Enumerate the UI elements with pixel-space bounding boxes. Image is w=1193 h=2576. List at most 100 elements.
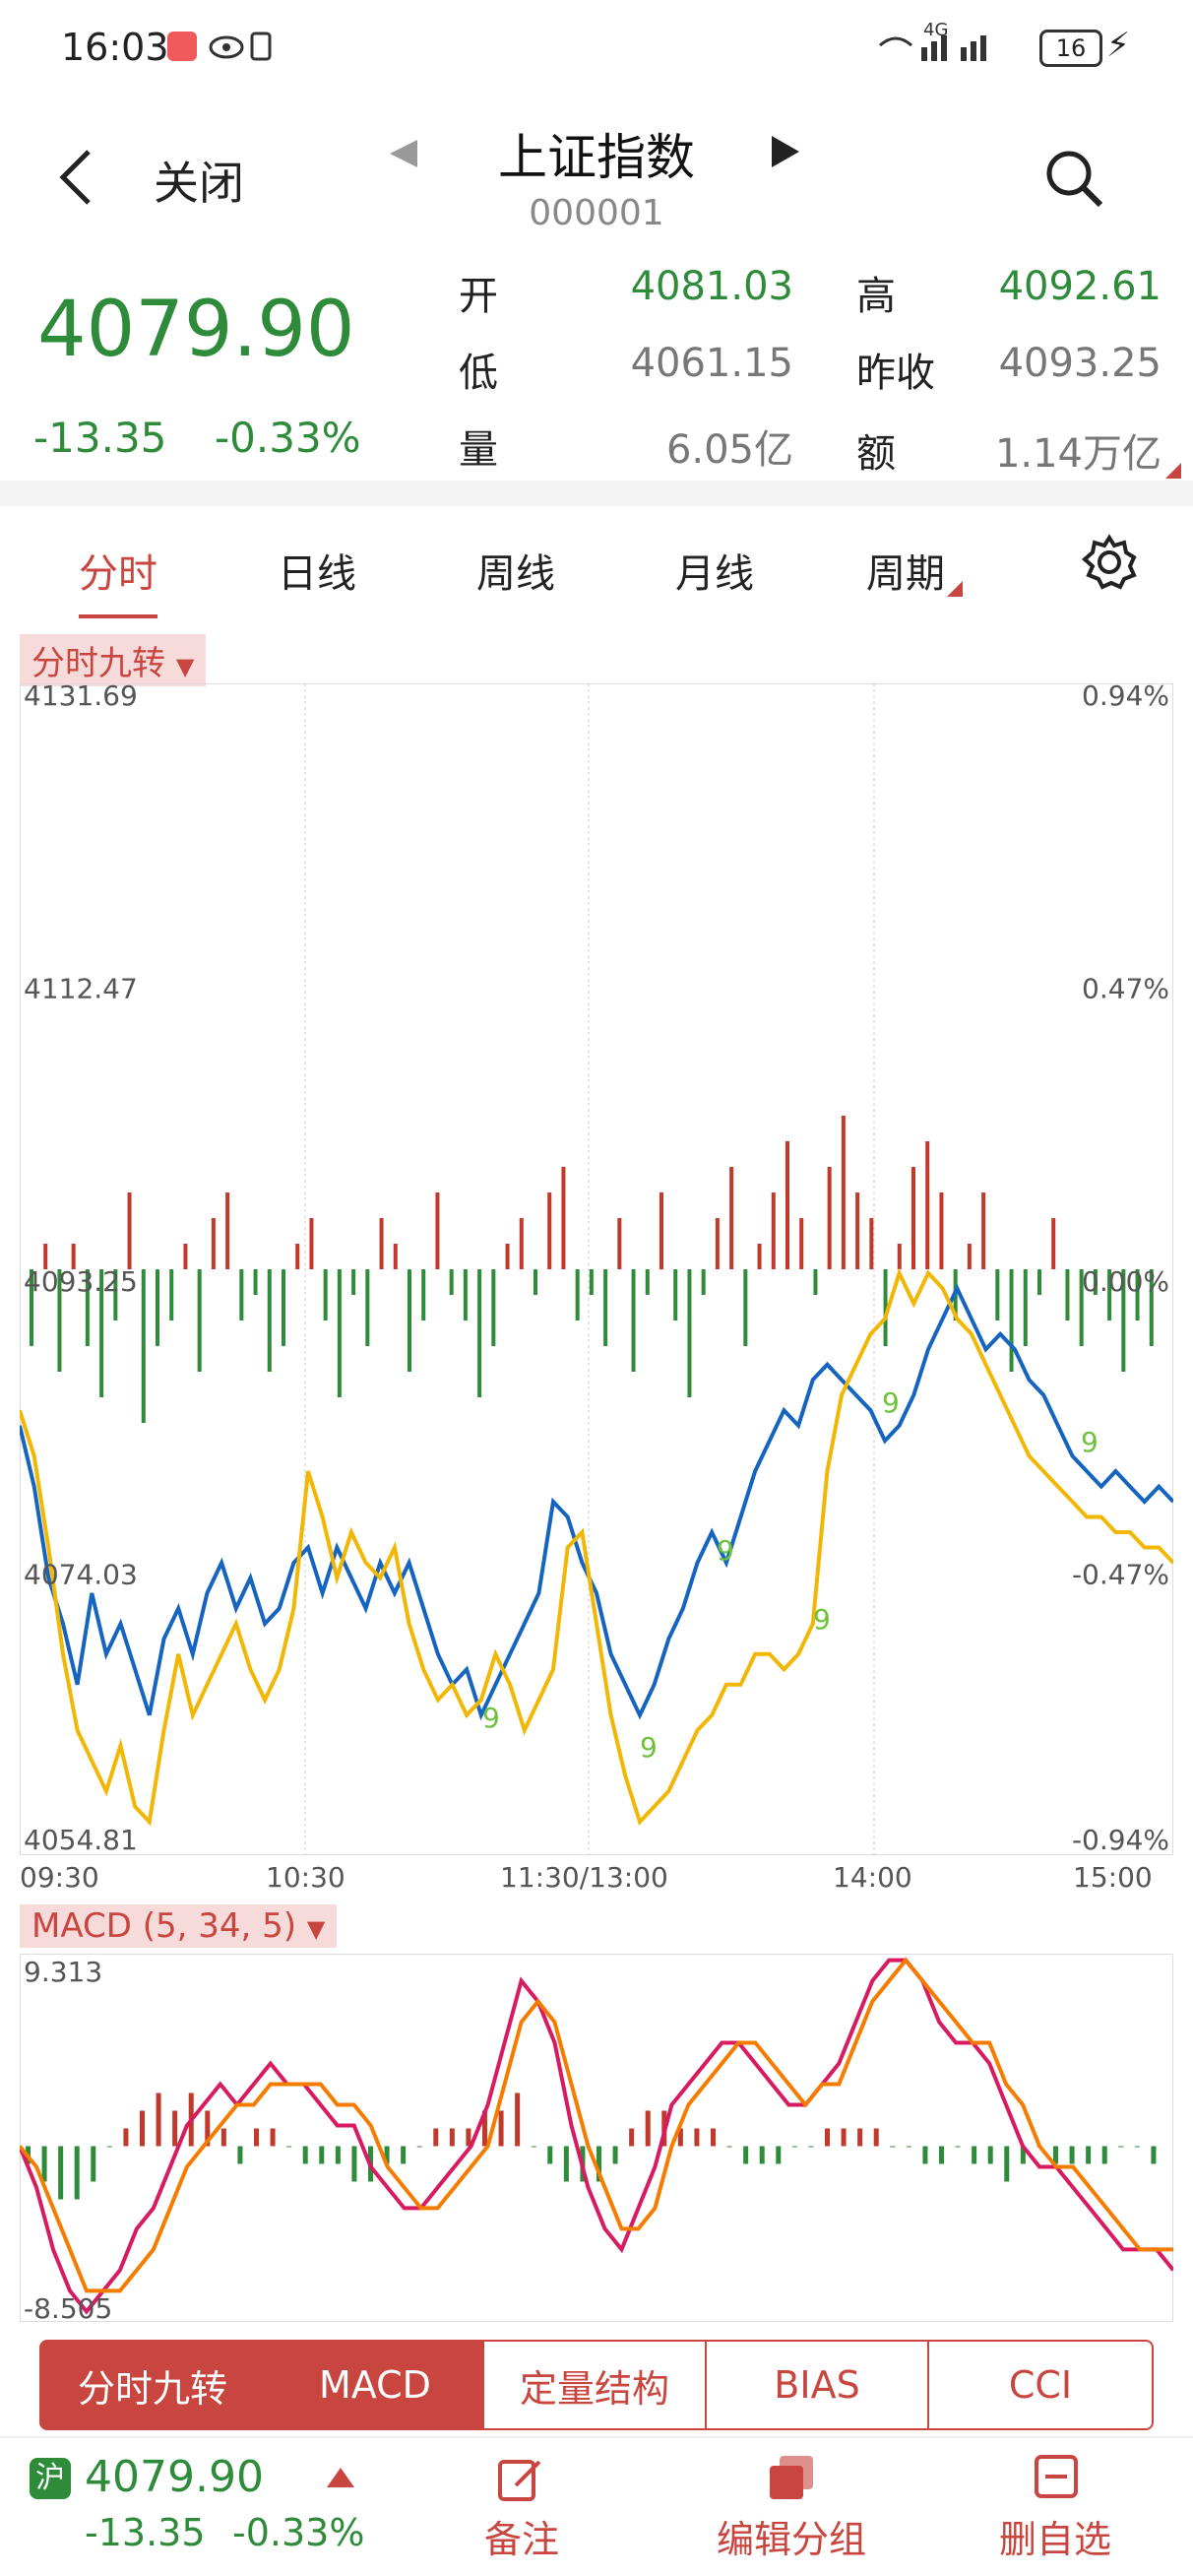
search-icon[interactable] — [1043, 148, 1106, 211]
y-tick-left: 4131.69 — [24, 683, 138, 712]
macd-histogram-bar — [711, 2128, 716, 2147]
macd-line-DIF — [20, 1958, 1173, 2315]
macd-indicator-label: MACD (5, 34, 5) — [31, 1906, 297, 1946]
volume-bar — [1037, 1269, 1041, 1295]
macd-histogram-bar — [384, 2146, 390, 2164]
footer-price: 4079.90 — [85, 2452, 264, 2502]
remove-favorite-button[interactable]: 删自选 — [998, 2518, 1111, 2561]
volume-bar — [1051, 1218, 1056, 1269]
macd-histogram-bar — [939, 2146, 944, 2164]
macd-histogram-bar — [726, 2146, 732, 2148]
volume-bar — [85, 1269, 90, 1346]
intraday-chart[interactable]: 4131.69 4112.47 4093.25 4074.03 4054.81 0.94%… — [20, 683, 1173, 1859]
volume-bar — [967, 1244, 972, 1269]
macd-histogram-bar — [156, 2093, 161, 2147]
series-line-avg — [20, 1267, 1173, 1827]
nine-turn-marker: 9 — [813, 1603, 831, 1636]
macd-histogram-bar — [302, 2146, 308, 2164]
open-value: 4081.03 — [630, 264, 793, 309]
volume-bar — [127, 1192, 132, 1269]
open-label: 开 — [459, 274, 498, 319]
volume-bar — [267, 1269, 272, 1372]
volume-bar — [589, 1269, 594, 1295]
high-label: 高 — [856, 274, 896, 319]
chart-frame — [20, 683, 1173, 1855]
macd-histogram-bar — [286, 2146, 292, 2148]
macd-indicator-selector[interactable]: MACD (5, 34, 5) ▼ — [20, 1904, 338, 1948]
close-button[interactable]: 关闭 — [154, 157, 244, 210]
macd-histogram-bar — [58, 2146, 64, 2200]
volume-bar — [421, 1269, 426, 1320]
amount-label: 额 — [856, 431, 896, 477]
note-button[interactable]: 备注 — [483, 2518, 559, 2561]
remove-favorite-icon[interactable] — [1034, 2454, 1079, 2499]
tab-weekly[interactable]: 周线 — [476, 551, 555, 597]
macd-histogram-bar — [498, 2110, 504, 2147]
macd-histogram-bar — [91, 2146, 96, 2182]
macd-histogram-bar — [270, 2128, 276, 2147]
macd-histogram-bar — [466, 2128, 471, 2147]
volume-bar — [1009, 1269, 1014, 1372]
volume-bar — [575, 1269, 580, 1320]
volume-bar — [408, 1269, 411, 1372]
volume-bar — [743, 1269, 748, 1346]
tab-period[interactable]: 周期 — [866, 551, 945, 597]
settings-gear-icon[interactable] — [1081, 534, 1138, 591]
note-icon[interactable] — [496, 2454, 545, 2503]
macd-histogram-bar — [596, 2146, 601, 2182]
back-icon[interactable] — [55, 146, 94, 209]
edit-group-button[interactable]: 编辑分组 — [716, 2518, 866, 2561]
volume-bar — [211, 1218, 216, 1269]
macd-histogram-bar — [629, 2128, 635, 2147]
volume-bar — [183, 1244, 188, 1269]
volume-bar — [925, 1141, 930, 1269]
index-code: 000001 — [529, 193, 664, 233]
main-indicator-selector[interactable]: 分时九转 ▼ — [20, 634, 207, 686]
macd-histogram-bar — [1069, 2146, 1075, 2164]
expand-corner-icon[interactable] — [1165, 463, 1181, 479]
macd-histogram-bar — [172, 2110, 178, 2147]
edit-group-icon[interactable] — [766, 2452, 817, 2503]
indicator-tab-nine[interactable]: 分时九转 — [39, 2340, 266, 2430]
nine-turn-marker: 9 — [717, 1534, 734, 1567]
macd-chart[interactable]: 9.313 -8.505 — [20, 1954, 1173, 2322]
volume-bar — [1093, 1269, 1098, 1295]
macd-histogram-bar — [955, 2146, 961, 2148]
status-bar: 16:03 4G 16 ⚡ — [0, 0, 1193, 98]
next-index-icon[interactable] — [768, 132, 803, 171]
y-tick-left: 4112.47 — [24, 973, 138, 1005]
macd-histogram-bar — [335, 2146, 341, 2164]
macd-histogram-bar — [808, 2146, 814, 2148]
tab-monthly[interactable]: 月线 — [675, 551, 754, 597]
volume-bar — [253, 1269, 258, 1295]
macd-histogram-bar — [1118, 2146, 1124, 2148]
prev-close-label: 昨收 — [856, 351, 935, 396]
nine-turn-marker: 9 — [640, 1731, 658, 1764]
tab-active-underline — [79, 614, 157, 618]
price-change-pct: -0.33% — [215, 414, 361, 462]
section-divider — [0, 481, 1193, 506]
x-tick-label: 11:30/13:00 — [500, 1861, 668, 1894]
dropdown-caret-icon: ▼ — [306, 1915, 326, 1943]
macd-histogram-bar — [972, 2146, 977, 2164]
macd-histogram-bar — [563, 2146, 569, 2182]
volume-bar — [757, 1244, 762, 1269]
volume-bar — [43, 1244, 48, 1269]
tab-intraday[interactable]: 分时 — [79, 551, 157, 597]
indicator-tab-macd[interactable]: MACD — [264, 2340, 486, 2430]
volume-bar — [1107, 1269, 1112, 1320]
volume-bar — [631, 1269, 636, 1372]
tab-daily[interactable]: 日线 — [278, 551, 356, 597]
prev-index-icon[interactable] — [386, 136, 421, 171]
indicator-tab-quant[interactable]: 定量结构 — [482, 2340, 707, 2430]
macd-histogram-bar — [906, 2146, 911, 2148]
indicator-tab-bias[interactable]: BIAS — [705, 2340, 929, 2430]
indicator-tab-cci[interactable]: CCI — [927, 2340, 1154, 2430]
macd-y-min: -8.505 — [24, 2292, 112, 2322]
macd-histogram-bar — [319, 2146, 325, 2164]
macd-histogram-bar — [922, 2146, 928, 2164]
volume-bar — [449, 1269, 454, 1295]
status-time: 16:03 — [61, 26, 169, 69]
footer-divider — [0, 2436, 1193, 2438]
footer-change: -13.35 — [85, 2511, 206, 2554]
